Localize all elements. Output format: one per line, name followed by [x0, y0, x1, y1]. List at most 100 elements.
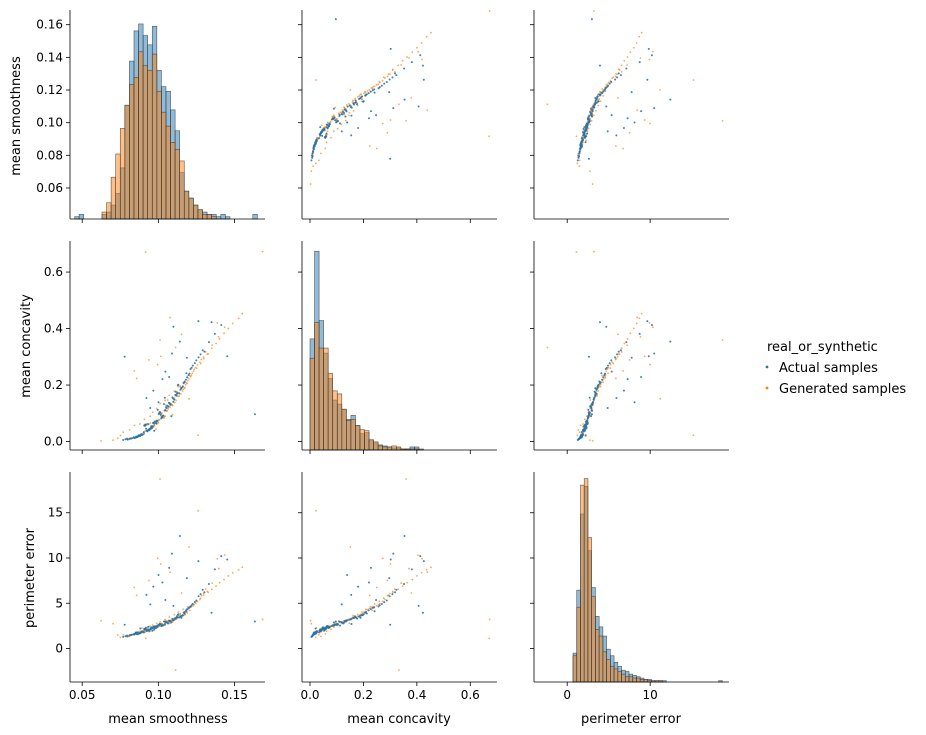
scatter-point-actual [388, 577, 391, 580]
hist-bar-generated [124, 104, 130, 220]
scatter-point-actual [419, 54, 422, 57]
scatter-point-actual [394, 72, 397, 75]
scatter-point-actual [151, 425, 154, 428]
scatter-point-generated [144, 637, 147, 640]
scatter-point-generated [635, 42, 638, 44]
scatter-point-actual [344, 115, 347, 118]
y-tick-label: 10 [48, 551, 63, 565]
scatter-point-generated [604, 376, 607, 379]
scatter-point-generated [151, 624, 154, 627]
scatter-point-actual [588, 396, 591, 399]
scatter-point-actual [344, 108, 347, 111]
scatter-point-actual [610, 359, 613, 362]
scatter-point-generated [623, 342, 626, 345]
hist-bar-generated [606, 659, 611, 683]
scatter-point-actual [253, 413, 256, 416]
scatter-point-actual [587, 116, 590, 119]
x-tick-label: 10 [643, 688, 658, 702]
scatter-point-actual [143, 628, 146, 631]
scatter-point-actual [594, 391, 597, 394]
hist-bar-generated [188, 197, 194, 220]
x-tick-label: 0.2 [354, 688, 373, 702]
xlabel-col-2: perimeter error [581, 712, 682, 727]
scatter-point-actual [586, 422, 589, 425]
scatter-point-actual [122, 439, 125, 442]
scatter-point-generated [332, 626, 335, 629]
scatter-point-actual [128, 437, 131, 440]
scatter-point-generated [348, 114, 350, 117]
x-tick-label: 0.0 [300, 688, 319, 702]
scatter-point-actual [126, 438, 129, 441]
scatter-point-actual [389, 47, 392, 50]
scatter-point-actual [149, 603, 152, 606]
scatter-point-generated [546, 346, 549, 349]
scatter-point-actual [583, 126, 586, 129]
scatter-point-actual [165, 406, 168, 409]
scatter-point-actual [158, 622, 161, 625]
scatter-point-generated [392, 591, 394, 594]
x-tick-label: 0.15 [221, 688, 248, 702]
scatter-point-generated [148, 579, 150, 582]
hist-bar-generated [628, 676, 634, 683]
scatter-point-actual [595, 387, 598, 390]
scatter-point-actual [606, 130, 609, 133]
scatter-point-actual [605, 366, 608, 369]
scatter-point-generated [599, 385, 602, 388]
scatter-point-generated [211, 582, 214, 585]
scatter-point-generated [371, 609, 374, 612]
scatter-point-actual [638, 332, 641, 335]
legend-marker-actual [765, 365, 769, 369]
scatter-point-actual [580, 436, 583, 439]
scatter-point-generated [182, 608, 185, 611]
scatter-point-actual [130, 634, 133, 637]
x-tick-label: 0.4 [407, 688, 426, 702]
scatter-point-generated [223, 554, 226, 556]
scatter-point-actual [184, 378, 187, 381]
scatter-point-actual [332, 107, 335, 110]
scatter-point-actual [321, 134, 324, 137]
hist-bar-generated [161, 111, 167, 220]
scatter-point-actual [590, 113, 593, 116]
scatter-point-generated [314, 162, 317, 165]
hist-bar-generated [165, 125, 171, 220]
hist-bar-generated [395, 446, 402, 451]
scatter-point-actual [310, 635, 313, 638]
scatter-point-actual [619, 349, 622, 352]
scatter-point-actual [313, 144, 316, 147]
scatter-point-generated [320, 124, 323, 127]
scatter-point-generated [143, 418, 146, 421]
scatter-point-generated [579, 424, 582, 427]
scatter-point-actual [147, 428, 150, 431]
scatter-point-generated [190, 374, 193, 376]
scatter-point-actual [421, 611, 424, 614]
scatter-point-actual [359, 615, 362, 618]
scatter-point-generated [615, 145, 617, 147]
scatter-point-generated [583, 418, 586, 421]
scatter-point-generated [318, 135, 321, 138]
hist-bar-generated [147, 70, 153, 220]
scatter-point-actual [136, 632, 139, 635]
scatter-point-generated [330, 628, 332, 631]
scatter-point-actual [149, 406, 152, 409]
scatter-point-generated [623, 59, 626, 62]
scatter-point-generated [609, 367, 612, 370]
scatter-point-actual [622, 127, 625, 130]
scatter-point-generated [314, 636, 317, 639]
scatter-point-actual [605, 105, 608, 108]
scatter-point-generated [202, 357, 205, 360]
scatter-point-actual [614, 78, 617, 81]
scatter-point-generated [378, 600, 381, 603]
scatter-point-actual [410, 61, 413, 64]
hist-bar-generated [336, 393, 343, 451]
scatter-point-generated [189, 375, 192, 378]
scatter-point-actual [592, 105, 595, 108]
scatter-point-generated [372, 86, 374, 88]
scatter-point-generated [360, 93, 362, 95]
scatter-point-generated [197, 434, 200, 437]
scatter-point-generated [188, 546, 190, 548]
scatter-point-generated [352, 614, 354, 617]
scatter-point-generated [599, 100, 602, 103]
hist-bar-generated [632, 677, 637, 683]
scatter-point-actual [389, 558, 392, 561]
panel-2-1: 0.0 0.2 0.4 0.6 [298, 472, 497, 702]
